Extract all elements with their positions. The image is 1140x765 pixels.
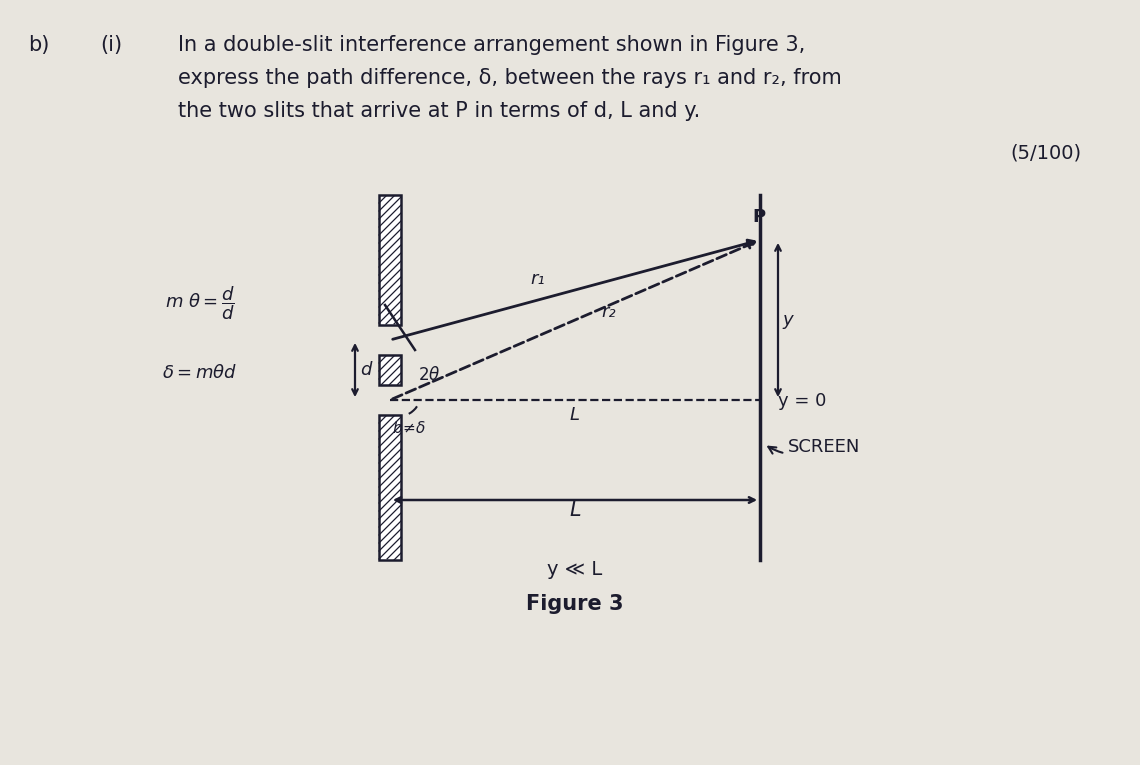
Text: express the path difference, δ, between the rays r₁ and r₂, from: express the path difference, δ, between … [178,68,841,88]
Text: $b\!\neq\!\delta$: $b\!\neq\!\delta$ [392,420,426,436]
Text: $2\theta$: $2\theta$ [418,366,440,384]
Bar [378,195,401,325]
Text: y ≪ L: y ≪ L [547,560,603,579]
Text: L: L [569,500,580,520]
Bar [378,355,401,385]
Text: d: d [360,361,372,379]
Text: (5/100): (5/100) [1010,143,1081,162]
Text: In a double-slit interference arrangement shown in Figure 3,: In a double-slit interference arrangemen… [178,35,805,55]
Text: SCREEN: SCREEN [768,438,861,456]
Text: (i): (i) [100,35,122,55]
Bar [378,415,401,560]
Text: the two slits that arrive at P in terms of d, L and y.: the two slits that arrive at P in terms … [178,101,700,121]
Text: r₂: r₂ [601,303,616,321]
Text: b): b) [28,35,49,55]
Text: P: P [752,208,765,226]
Text: Figure 3: Figure 3 [527,594,624,614]
Text: $m\ \theta = \dfrac{d}{d}$: $m\ \theta = \dfrac{d}{d}$ [165,285,235,322]
Text: y: y [782,311,792,329]
Text: y = 0: y = 0 [777,392,826,410]
Text: $\delta = m\theta d$: $\delta = m\theta d$ [162,364,237,382]
Text: r₁: r₁ [530,270,545,288]
Text: L: L [570,406,580,424]
